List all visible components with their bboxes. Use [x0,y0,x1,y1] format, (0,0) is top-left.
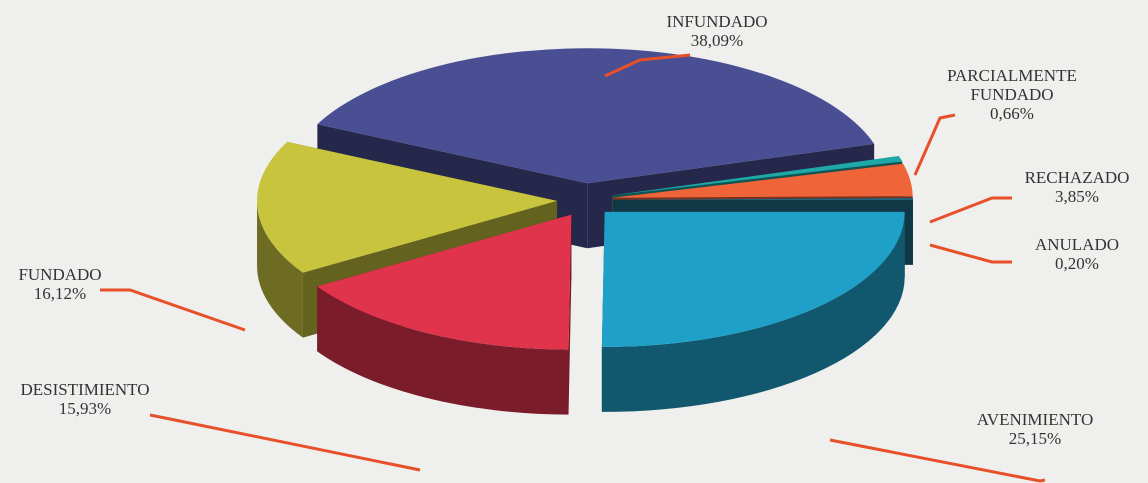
leader-line [829,438,1046,483]
value-label: 15,93% [58,399,112,418]
leader-line [604,53,691,78]
slice [601,211,905,347]
slice-label: DESISTIMIENTO 15,93% [10,380,160,418]
category-label: AVENIMIENTO [976,410,1094,429]
slice-side [257,200,303,338]
slice-label: PARCIALMENTE FUNDADO 0,66% [947,66,1077,123]
value-label: 25,15% [1008,429,1062,448]
slice-label: FUNDADO 16,12% [0,265,135,303]
leader-line [929,196,1012,224]
slice [317,214,572,350]
slice-side [317,286,569,415]
slice [612,163,913,198]
category-label: RECHAZADO [1024,168,1130,187]
category-label: ANULADO [1034,235,1120,254]
slice-side [601,211,905,412]
value-label: 16,12% [33,284,87,303]
slice [317,48,875,184]
leader-line [100,288,246,332]
slice [611,156,903,196]
slice-label: RECHAZADO 3,85% [1002,168,1148,206]
slice-label: ANULADO 0,20% [1002,235,1148,273]
slice-label: AVENIMIENTO 25,15% [960,410,1110,448]
value-label: 0,20% [1055,254,1099,273]
category-label: PARCIALMENTE FUNDADO [947,66,1077,104]
leader-line [149,413,421,472]
category-label: DESISTIMIENTO [20,380,150,399]
slice-label: INFUNDADO 38,09% [642,12,792,50]
value-label: 0,66% [990,104,1034,123]
category-label: FUNDADO [18,265,102,284]
leader-line [913,113,956,176]
value-label: 38,09% [690,31,744,50]
leader-line [929,243,1012,264]
category-label: INFUNDADO [666,12,768,31]
slice [257,141,558,273]
value-label: 3,85% [1055,187,1099,206]
slice [612,198,913,200]
